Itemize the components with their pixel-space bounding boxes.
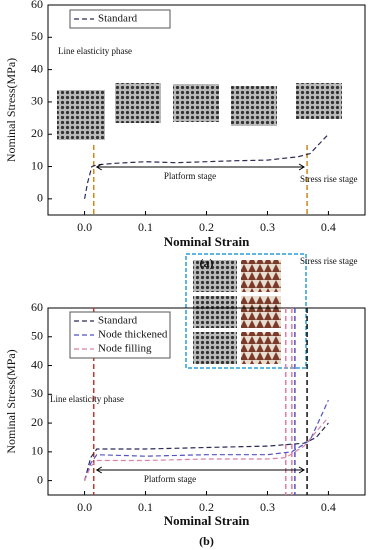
panel-label: (b) xyxy=(199,534,214,548)
x-tick-label: 0.4 xyxy=(321,500,336,514)
photo xyxy=(241,332,281,364)
x-tick-label: 0.2 xyxy=(199,220,214,234)
photo xyxy=(193,332,237,364)
x-tick-label: 0.2 xyxy=(199,500,214,514)
series-line xyxy=(84,399,329,481)
stage-arrow xyxy=(95,163,306,171)
y-tick-label: 30 xyxy=(31,94,43,108)
y-tick-label: 0 xyxy=(37,191,43,205)
y-tick-label: 40 xyxy=(31,357,43,371)
x-tick-label: 0.0 xyxy=(77,500,92,514)
legend-label: Standard xyxy=(98,315,138,327)
y-axis-label: Nominal Stress(MPa) xyxy=(4,58,18,162)
x-tick-label: 0.1 xyxy=(138,500,153,514)
y-tick-label: 50 xyxy=(31,329,43,343)
y-tick-label: 0 xyxy=(37,472,43,486)
photo xyxy=(173,84,219,122)
annotation: Line elasticity phase xyxy=(58,46,132,56)
y-axis-label: Nominal Stress(MPa) xyxy=(4,349,18,453)
photo xyxy=(241,260,281,292)
x-tick-label: 0.0 xyxy=(77,220,92,234)
series-line xyxy=(84,133,329,199)
annotation: Platform stage xyxy=(164,171,216,181)
series-line xyxy=(84,422,329,481)
stage-arrow xyxy=(95,466,306,474)
annotation: Stress rise stage xyxy=(300,256,358,266)
x-axis-label: Nominal Strain xyxy=(164,513,250,528)
photo xyxy=(241,296,281,328)
photo xyxy=(193,260,237,292)
panel-label: (a) xyxy=(200,256,214,270)
y-tick-label: 40 xyxy=(31,61,43,75)
y-tick-label: 30 xyxy=(31,386,43,400)
x-tick-label: 0.1 xyxy=(138,220,153,234)
x-tick-label: 0.4 xyxy=(321,220,336,234)
photo xyxy=(231,86,277,126)
x-tick-label: 0.3 xyxy=(260,500,275,514)
photo xyxy=(193,296,237,328)
legend-label: Node filling xyxy=(98,343,152,355)
y-tick-label: 20 xyxy=(31,415,43,429)
x-axis-label: Nominal Strain xyxy=(164,234,250,249)
annotation: Stress rise stage xyxy=(300,174,358,184)
legend-box xyxy=(69,9,171,29)
photo xyxy=(296,83,342,119)
series-line xyxy=(84,416,329,481)
legend-label: Node thickened xyxy=(98,329,168,341)
x-tick-label: 0.3 xyxy=(260,220,275,234)
photos-b xyxy=(185,253,307,369)
photos-a xyxy=(57,83,342,140)
photo xyxy=(115,83,161,123)
photo xyxy=(57,90,105,140)
annotation: Platform stage xyxy=(144,474,196,484)
y-tick-label: 50 xyxy=(31,29,43,43)
legend-label: Standard xyxy=(98,13,138,25)
y-tick-label: 20 xyxy=(31,126,43,140)
annotation: Line elasticity phase xyxy=(50,394,124,404)
y-tick-label: 10 xyxy=(31,158,43,172)
y-tick-label: 10 xyxy=(31,444,43,458)
y-tick-label: 60 xyxy=(31,300,43,314)
y-tick-label: 60 xyxy=(31,0,43,11)
